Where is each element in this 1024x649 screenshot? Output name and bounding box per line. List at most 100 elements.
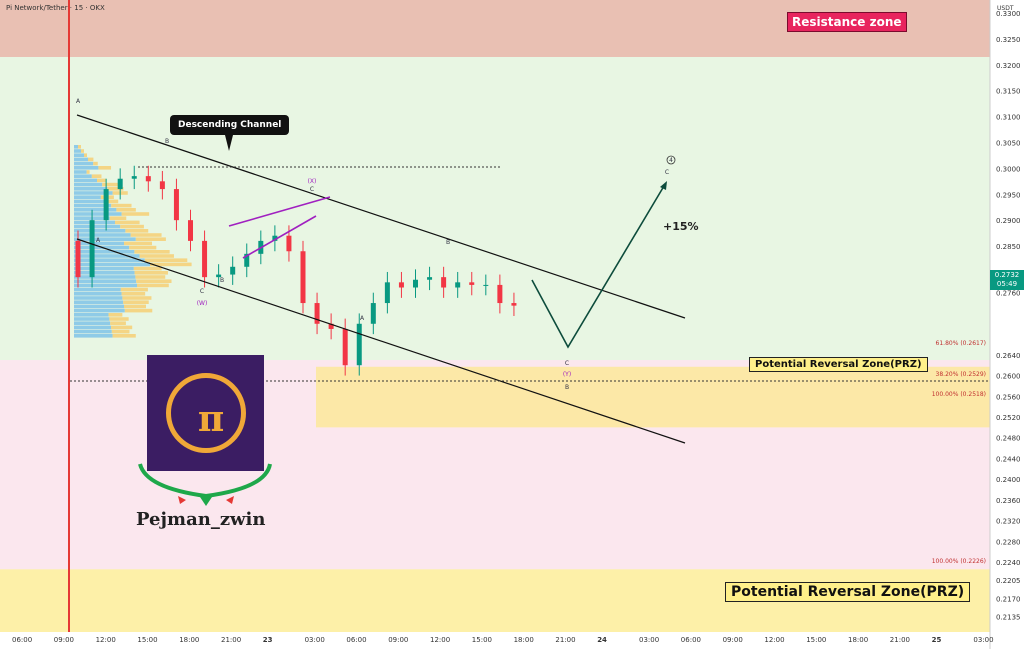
- pi-logo-ring: π: [166, 373, 246, 453]
- price-tick-label: 0.2240: [996, 559, 1021, 567]
- wave-label: B: [165, 138, 169, 145]
- candle-body: [131, 176, 137, 179]
- volume-profile-bar: [86, 170, 90, 174]
- volume-profile-bar: [74, 208, 117, 212]
- channel-bottom-line: [76, 238, 686, 444]
- volume-profile-bar: [124, 304, 146, 309]
- volume-profile-bar: [74, 203, 112, 208]
- volume-profile-bar: [121, 212, 150, 216]
- volume-profile-bar: [107, 187, 124, 191]
- volume-profile-bar: [130, 233, 162, 237]
- pi-logo: π: [147, 355, 264, 471]
- candle-body: [230, 266, 236, 275]
- volume-profile-bar: [111, 325, 133, 330]
- candle-body: [427, 277, 433, 280]
- volume-profile-bar: [122, 296, 152, 300]
- volume-profile-bar: [98, 166, 112, 170]
- price-tick-label: 0.3250: [996, 36, 1021, 44]
- wave-label: A: [76, 98, 81, 105]
- volume-profile-bar: [106, 199, 119, 204]
- volume-profile-bar: [74, 199, 106, 204]
- time-tick-label: 21:00: [555, 636, 575, 644]
- volume-profile-bar: [111, 203, 132, 208]
- candle-body: [75, 240, 81, 278]
- time-tick-label: 12:00: [430, 636, 450, 644]
- time-tick-label: 18:00: [514, 636, 534, 644]
- price-tick-label: 0.2520: [996, 414, 1021, 422]
- time-tick-label: 03:00: [973, 636, 993, 644]
- volume-profile-bar: [115, 220, 140, 225]
- volume-profile-bar: [120, 287, 148, 292]
- time-tick-label: 21:00: [890, 636, 910, 644]
- currency-label: USDT: [997, 5, 1014, 12]
- price-tick-label: 0.2360: [996, 497, 1021, 505]
- candle-body: [441, 277, 447, 288]
- price-tick-label: 0.2850: [996, 243, 1021, 251]
- time-tick-label: 03:00: [639, 636, 659, 644]
- brand-name: Pejman_zwin: [136, 509, 266, 530]
- price-tick-label: 0.3300: [996, 10, 1021, 18]
- current-price: 0.2732: [994, 271, 1020, 279]
- channel-top-line: [76, 114, 686, 319]
- time-tick-label: 23: [263, 636, 273, 644]
- volume-profile-bar: [133, 266, 162, 271]
- wave-label: B: [446, 239, 450, 246]
- volume-profile-bar: [74, 266, 134, 271]
- volume-profile-bar: [123, 300, 149, 304]
- candle-body: [145, 176, 151, 182]
- price-tick-label: 0.2900: [996, 217, 1021, 225]
- volume-profile-bar: [125, 229, 149, 233]
- volume-profile-bar: [74, 229, 126, 233]
- volume-profile-bar: [74, 195, 101, 199]
- volume-profile-bar: [88, 157, 94, 162]
- volume-profile-bar: [74, 271, 135, 275]
- volume-profile-bar: [74, 317, 110, 321]
- wave-label: (Y): [563, 371, 571, 378]
- projection-arrow: [660, 181, 667, 190]
- candle-body: [328, 323, 334, 329]
- volume-profile-bar: [74, 166, 99, 170]
- candle-body: [455, 282, 461, 288]
- candle-body: [188, 220, 193, 241]
- volume-profile-bar: [78, 145, 81, 149]
- volume-profile-bar: [74, 187, 108, 191]
- volume-profile-bar: [74, 191, 113, 195]
- wave-label: C: [310, 186, 314, 193]
- volume-profile-bar: [74, 241, 124, 246]
- volume-profile-bar: [74, 321, 111, 325]
- volume-profile-bar: [74, 254, 140, 258]
- volume-profile-bar: [135, 275, 166, 279]
- volume-profile-bar: [74, 279, 137, 283]
- volume-profile-bar: [124, 241, 152, 246]
- price-axis-panel: [990, 0, 1024, 649]
- volume-profile-bar: [116, 208, 136, 212]
- target-percent: +15%: [663, 220, 699, 233]
- candle-body: [89, 220, 95, 278]
- volume-profile-bar: [134, 271, 168, 275]
- time-tick-label: 15:00: [806, 636, 826, 644]
- volume-profile-bar: [84, 153, 87, 157]
- prz-small-label: Potential Reversal Zone(PRZ): [749, 357, 928, 372]
- volume-profile-bar: [74, 334, 113, 338]
- candle-body: [314, 303, 320, 324]
- volume-profile-bar: [74, 292, 122, 296]
- time-tick-label: 03:00: [305, 636, 325, 644]
- volume-profile-bar: [109, 317, 129, 321]
- volume-profile-bar: [74, 325, 111, 330]
- wave-label: A: [96, 237, 101, 244]
- time-tick-label: 09:00: [723, 636, 743, 644]
- time-tick-label: 18:00: [179, 636, 199, 644]
- volume-profile-bar: [91, 174, 102, 178]
- time-tick-label: 25: [932, 636, 942, 644]
- candle-body: [511, 303, 517, 306]
- time-tick-label: 06:00: [12, 636, 32, 644]
- time-tick-label: 06:00: [346, 636, 366, 644]
- wave-label: C: [200, 288, 204, 295]
- volume-profile-bar: [110, 321, 126, 325]
- candle-body: [342, 328, 348, 366]
- prz-upper-band: [316, 366, 990, 428]
- volume-profile-bar: [129, 245, 157, 250]
- volume-profile-bar: [97, 178, 106, 183]
- candle-body: [103, 189, 109, 221]
